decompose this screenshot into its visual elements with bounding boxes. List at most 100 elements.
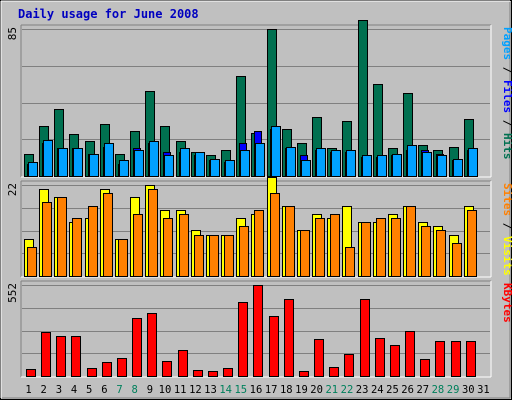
legend-entry: Sites xyxy=(501,183,512,216)
x-tick-label: 1 xyxy=(25,384,31,396)
bar-sites xyxy=(376,218,386,277)
bar-sites xyxy=(436,230,446,277)
x-tick-label: 7 xyxy=(116,384,122,396)
bar-sites xyxy=(345,247,355,277)
y-max-label: 552 xyxy=(6,283,19,303)
y-max-label: 22 xyxy=(6,183,19,196)
x-tick-label: 21 xyxy=(325,384,338,396)
x-tick-label: 22 xyxy=(341,384,354,396)
bar-sites xyxy=(148,189,158,277)
bar-pages xyxy=(104,143,114,177)
x-tick-label: 17 xyxy=(265,384,278,396)
bar-pages xyxy=(180,148,190,177)
bar-kbytes xyxy=(178,350,188,377)
bar-kbytes xyxy=(71,336,81,377)
bar-pages xyxy=(377,155,387,177)
x-tick-label: 23 xyxy=(356,384,369,396)
bar-kbytes xyxy=(26,369,36,377)
bar-kbytes xyxy=(41,332,51,377)
x-tick-label: 14 xyxy=(219,384,232,396)
bar-kbytes xyxy=(117,358,127,377)
bar-pages xyxy=(286,147,296,177)
bar-kbytes xyxy=(193,370,203,377)
bar-sites xyxy=(452,243,462,277)
x-tick-label: 16 xyxy=(250,384,263,396)
bar-sites xyxy=(103,193,113,277)
bar-kbytes xyxy=(208,371,218,377)
chart-title: Daily usage for June 2008 xyxy=(18,7,199,21)
panel-top: 85 Pages / Files / Hits xyxy=(6,20,512,178)
panel-bot: 552 KBytes xyxy=(6,280,512,378)
x-tick-label: 4 xyxy=(71,384,77,396)
bar-pages xyxy=(134,150,144,177)
bar-sites xyxy=(179,214,189,277)
bar-kbytes xyxy=(420,359,430,377)
x-tick-label: 9 xyxy=(147,384,153,396)
x-axis: 1 2 3 4 5 6 7 8 9 10 11 12 13 14 15 16 17 18 19 20 21 22 23 24 2… xyxy=(25,384,489,396)
x-tick-label: 6 xyxy=(101,384,107,396)
legend: KBytes xyxy=(501,283,512,323)
x-tick-label: 15 xyxy=(234,384,247,396)
bar-pages xyxy=(164,155,174,177)
bar-sites xyxy=(209,235,219,277)
bar-kbytes xyxy=(466,341,476,377)
panels-layer: 85 Pages / Files / Hits 22 Sites / Visits 55… xyxy=(6,20,512,378)
bar-sites xyxy=(270,193,280,277)
bar-kbytes xyxy=(284,299,294,377)
bar-sites xyxy=(27,247,37,277)
bar-pages xyxy=(422,152,432,177)
bar-kbytes xyxy=(132,318,142,377)
bar-pages xyxy=(89,154,99,177)
bar-pages xyxy=(271,126,281,177)
bar-kbytes xyxy=(102,362,112,377)
bar-sites xyxy=(118,239,128,277)
x-tick-label: 12 xyxy=(189,384,202,396)
bar-kbytes xyxy=(238,302,248,377)
bar-pages xyxy=(28,162,38,177)
bar-pages xyxy=(346,150,356,177)
bar-kbytes xyxy=(253,285,263,377)
legend-entry: / xyxy=(501,113,512,133)
bar-sites xyxy=(421,226,431,277)
x-tick-label: 25 xyxy=(386,384,399,396)
bar-kbytes xyxy=(299,371,309,377)
bar-kbytes xyxy=(405,331,415,377)
bar-sites xyxy=(361,222,371,277)
x-tick-label: 30 xyxy=(462,384,475,396)
bar-pages xyxy=(316,148,326,177)
bar-sites xyxy=(254,210,264,277)
bar-sites xyxy=(330,214,340,277)
bar-kbytes xyxy=(451,341,461,377)
bar-pages xyxy=(119,160,129,177)
bar-pages xyxy=(58,148,68,177)
bar-sites xyxy=(88,206,98,277)
x-tick-label: 18 xyxy=(280,384,293,396)
x-tick-label: 24 xyxy=(371,384,384,396)
x-tick-label: 31 xyxy=(477,384,490,396)
x-tick-label: 10 xyxy=(159,384,172,396)
bar-pages xyxy=(255,143,265,177)
legend-entry: / xyxy=(501,216,512,236)
panel-mid: 22 Sites / Visits xyxy=(6,177,512,278)
x-tick-label: 20 xyxy=(310,384,323,396)
x-tick-label: 8 xyxy=(132,384,138,396)
x-tick-label: 19 xyxy=(295,384,308,396)
bar-kbytes xyxy=(329,367,339,377)
bar-kbytes xyxy=(390,345,400,377)
legend-entry: Pages xyxy=(501,27,512,60)
bar-sites xyxy=(42,202,52,277)
bar-kbytes xyxy=(269,316,279,377)
y-max-label: 85 xyxy=(6,27,19,40)
bar-pages xyxy=(331,150,341,177)
bar-sites xyxy=(224,235,234,277)
x-tick-label: 27 xyxy=(416,384,429,396)
bar-kbytes xyxy=(375,338,385,377)
bar-kbytes xyxy=(435,341,445,377)
bar-kbytes xyxy=(147,313,157,377)
bar-pages xyxy=(43,140,53,177)
bar-sites xyxy=(391,218,401,277)
bar-kbytes xyxy=(344,354,354,377)
bar-kbytes xyxy=(360,299,370,377)
bar-sites xyxy=(315,218,325,277)
